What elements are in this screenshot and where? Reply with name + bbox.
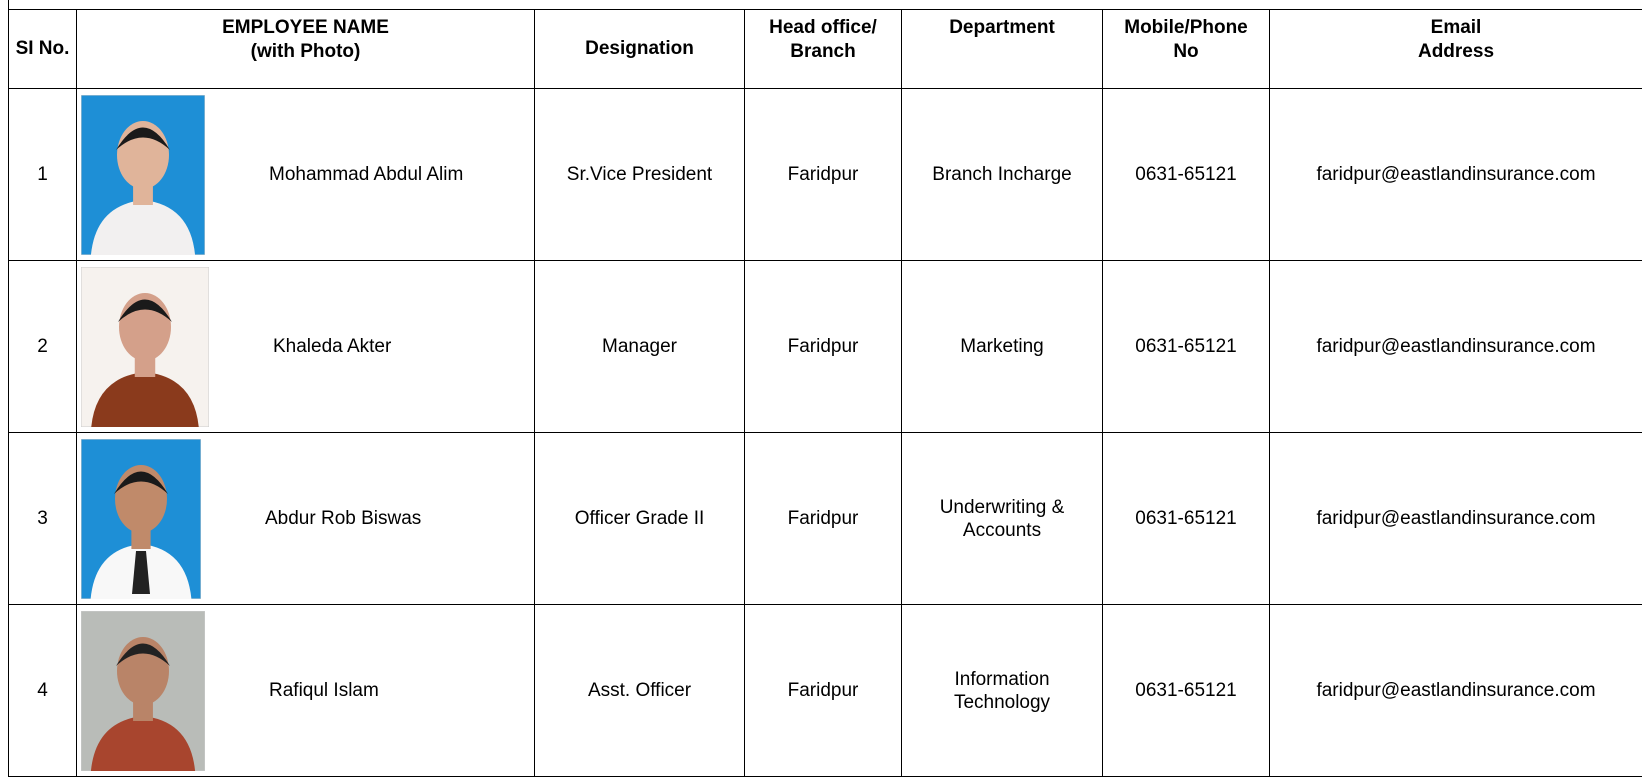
cell: Officer Grade II [535,433,745,605]
employee-row: 3 Abdur Rob Biswas Officer Grade II Faridpu… [9,433,1642,605]
cell: Branch Incharge [902,89,1103,261]
designation: Sr.Vice President [555,163,724,186]
employee-name: Abdur Rob Biswas [265,507,421,530]
cell: Faridpur [745,89,902,261]
cell: 1 [9,89,77,261]
name-wrap: Rafiqul Islam [81,605,530,776]
department: Information Technology [922,668,1082,714]
column-header: Head office/Branch [745,10,902,89]
name-wrap: Abdur Rob Biswas [81,433,530,604]
cell: 0631-65121 [1103,605,1270,777]
header-text: Address [1290,40,1622,64]
email: faridpur@eastlandinsurance.com [1290,679,1622,702]
header-text: SI No. [13,37,72,61]
employee-row: 2 Khaleda Akter Manager Faridpur Marketing 06… [9,261,1642,433]
email: faridpur@eastlandinsurance.com [1290,335,1622,358]
photo [81,439,201,599]
cell: Marketing [902,261,1103,433]
employee-row: 1 Mohammad Abdul Alim Sr.Vice President Far… [9,89,1642,261]
column-header: EMPLOYEE NAME(with Photo) [77,10,535,89]
cell: 3 [9,433,77,605]
department: Marketing [922,335,1082,358]
header-text: Branch [765,40,881,64]
employee-row: 4 Rafiqul Islam Asst. Officer Faridpur Infor… [9,605,1642,777]
cell: 0631-65121 [1103,89,1270,261]
designation: Officer Grade II [555,507,724,530]
table-body: 1 Mohammad Abdul Alim Sr.Vice President Far… [9,89,1642,777]
header-text: Mobile/Phone [1123,16,1249,40]
email: faridpur@eastlandinsurance.com [1290,507,1622,530]
employee-name: Mohammad Abdul Alim [269,163,463,186]
cell: faridpur@eastlandinsurance.com [1270,89,1642,261]
header-text: Email [1290,16,1622,40]
photo [81,95,205,255]
cell: 2 [9,261,77,433]
designation: Asst. Officer [555,679,724,702]
designation: Manager [555,335,724,358]
column-header: Department [902,10,1103,89]
cell: Rafiqul Islam [77,605,535,777]
serial-number: 3 [13,507,72,530]
phone: 0631-65121 [1123,335,1249,358]
phone: 0631-65121 [1123,163,1249,186]
border-line [8,0,9,9]
header-row: SI No.EMPLOYEE NAME(with Photo)Designati… [9,10,1642,89]
photo [81,611,205,771]
name-wrap: Mohammad Abdul Alim [81,89,530,260]
cell: faridpur@eastlandinsurance.com [1270,605,1642,777]
cell: Mohammad Abdul Alim [77,89,535,261]
department: Branch Incharge [922,163,1082,186]
cell: Abdur Rob Biswas [77,433,535,605]
cell: Asst. Officer [535,605,745,777]
header-text: Head office/ [765,16,881,40]
name-wrap: Khaleda Akter [81,261,530,432]
phone: 0631-65121 [1123,679,1249,702]
office: Faridpur [765,335,881,358]
cell: Khaleda Akter [77,261,535,433]
office: Faridpur [765,679,881,702]
cell: Information Technology [902,605,1103,777]
cell: Underwriting & Accounts [902,433,1103,605]
email: faridpur@eastlandinsurance.com [1290,163,1622,186]
cell: 4 [9,605,77,777]
cell: 0631-65121 [1103,261,1270,433]
header-text: Designation [555,37,724,61]
cell: Sr.Vice President [535,89,745,261]
employee-name: Rafiqul Islam [269,679,379,702]
cell: Manager [535,261,745,433]
employee-table: SI No.EMPLOYEE NAME(with Photo)Designati… [8,9,1642,777]
header-text: EMPLOYEE NAME [97,16,514,40]
cell: Faridpur [745,261,902,433]
photo [81,267,209,427]
header-text: (with Photo) [97,40,514,64]
cell: faridpur@eastlandinsurance.com [1270,433,1642,605]
serial-number: 4 [13,679,72,702]
cell: Faridpur [745,433,902,605]
office: Faridpur [765,163,881,186]
column-header: Designation [535,10,745,89]
office: Faridpur [765,507,881,530]
employee-name: Khaleda Akter [273,335,391,358]
department: Underwriting & Accounts [922,496,1082,542]
cell: Faridpur [745,605,902,777]
header-text: No [1123,40,1249,64]
header-text: Department [922,16,1082,40]
serial-number: 1 [13,163,72,186]
serial-number: 2 [13,335,72,358]
column-header: SI No. [9,10,77,89]
phone: 0631-65121 [1123,507,1249,530]
cell: 0631-65121 [1103,433,1270,605]
cell: faridpur@eastlandinsurance.com [1270,261,1642,433]
